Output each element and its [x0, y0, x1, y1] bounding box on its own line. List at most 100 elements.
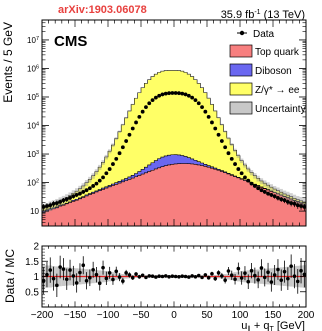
stack-uncertainty-bin: [286, 191, 290, 200]
ratio-point: [233, 277, 237, 282]
ratio-point: [299, 268, 303, 273]
x-tick-label: 200: [298, 310, 315, 321]
stack-uncertainty-bin: [164, 70, 168, 71]
stack-uncertainty-bin: [157, 72, 161, 73]
stack-uncertainty-bin: [144, 83, 148, 84]
ratio-point: [246, 279, 251, 284]
data-point: [292, 201, 297, 206]
ratio-point: [97, 281, 102, 286]
ratio-point: [41, 278, 46, 283]
data-point: [147, 101, 152, 106]
legend-data: Data: [237, 29, 275, 40]
legend-top-quark-label: Top quark: [255, 47, 300, 58]
stack-uncertainty-bin: [137, 92, 141, 94]
data-point: [78, 191, 82, 196]
data-point: [173, 91, 178, 95]
ratio-point: [94, 272, 99, 277]
upper-y-tick-label: 10: [30, 207, 39, 216]
ratio-point: [223, 278, 227, 282]
stack-uncertainty-bin: [174, 70, 178, 71]
ratio-point: [74, 281, 79, 285]
upper-y-tick-label: 103: [27, 150, 39, 159]
ratio-point: [206, 275, 211, 280]
x-tick-label: 100: [232, 310, 249, 321]
upper-y-tick-label-base: 10: [27, 93, 36, 102]
stack-uncertainty-bin: [220, 123, 224, 126]
data-point: [180, 91, 185, 96]
ratio-point: [187, 275, 191, 279]
upper-y-tick-label-base: 10: [30, 207, 39, 216]
ratio-point: [220, 274, 224, 278]
luminosity-label: 35.9 fb-1 (13 TeV): [221, 9, 305, 21]
stack-uncertainty-bin: [223, 130, 227, 133]
ratio-point: [58, 265, 62, 269]
x-tick-label: 50: [201, 310, 213, 321]
ratio-point: [226, 269, 231, 273]
ratio-point: [239, 276, 244, 280]
ratio-point: [91, 267, 95, 272]
ratio-point: [55, 283, 59, 288]
stack-uncertainty-bin: [187, 73, 191, 75]
stack-uncertainty-bin: [276, 187, 280, 195]
ratio-point: [272, 273, 277, 277]
data-point: [51, 201, 56, 206]
ratio-point: [262, 275, 267, 280]
stack-uncertainty-bin: [124, 116, 128, 119]
ratio-point: [127, 273, 132, 277]
data-point: [206, 114, 211, 119]
data-point: [91, 184, 96, 188]
stack-uncertainty-bin: [249, 170, 254, 176]
stack-uncertainty-bin: [183, 72, 188, 73]
ratio-point: [216, 271, 221, 275]
stack-uncertainty-bin: [216, 116, 221, 119]
stack-uncertainty-bin: [88, 176, 92, 183]
ratio-point: [183, 274, 188, 279]
stack-uncertainty-bin: [259, 178, 264, 185]
ratio-panel: 0.5 1 1.5 2 −200 −150 −100 −50 0 50 100 150 200 Dat…: [3, 242, 315, 331]
data-point: [299, 204, 303, 208]
data-point: [203, 109, 208, 114]
ratio-point: [124, 271, 128, 275]
ratio-point: [196, 273, 201, 278]
stack-uncertainty-bin: [299, 196, 303, 207]
stack-uncertainty-bin: [243, 162, 247, 168]
ratio-point: [203, 273, 208, 277]
ratio-points-layer: [41, 254, 307, 298]
ratio-point: [180, 274, 185, 278]
data-point: [262, 190, 267, 194]
data-point: [45, 204, 49, 208]
data-point: [111, 162, 115, 166]
upper-y-tick-label-exp: 5: [36, 93, 39, 99]
stack-uncertainty-bin: [94, 169, 99, 175]
legend-dy-label: Z/γ* → ee: [255, 85, 300, 96]
stack-uncertainty-bin: [213, 110, 217, 112]
ratio-y-tick-label: 1.5: [25, 257, 39, 268]
stack-uncertainty-bin: [160, 70, 165, 72]
ratio-point: [147, 274, 152, 278]
stack-uncertainty-bin: [240, 158, 244, 164]
data-point: [170, 91, 175, 95]
ratio-point: [64, 277, 69, 282]
data-point: [289, 201, 294, 206]
data-point: [134, 120, 138, 125]
arxiv-stamp: arXiv:1903.06078: [58, 4, 147, 16]
legend-diboson-swatch: [229, 63, 253, 77]
data-point: [295, 203, 300, 208]
ratio-point: [259, 266, 264, 270]
legend-dy-swatch: [229, 82, 253, 96]
data-point: [117, 151, 122, 156]
upper-y-tick-label-base: 10: [27, 122, 36, 131]
data-point: [150, 98, 155, 103]
upper-y-tick-label-exp: 4: [36, 122, 39, 128]
stack-uncertainty-bin: [292, 194, 297, 204]
upper-y-tick-label-base: 10: [27, 150, 36, 159]
data-point: [74, 192, 79, 197]
ratio-point: [269, 280, 274, 284]
stack-uncertainty-bin: [253, 173, 257, 179]
ratio-point: [137, 275, 142, 279]
data-point: [144, 105, 148, 110]
stack-uncertainty-bin: [108, 149, 112, 154]
upper-y-tick-label: 102: [27, 179, 39, 188]
